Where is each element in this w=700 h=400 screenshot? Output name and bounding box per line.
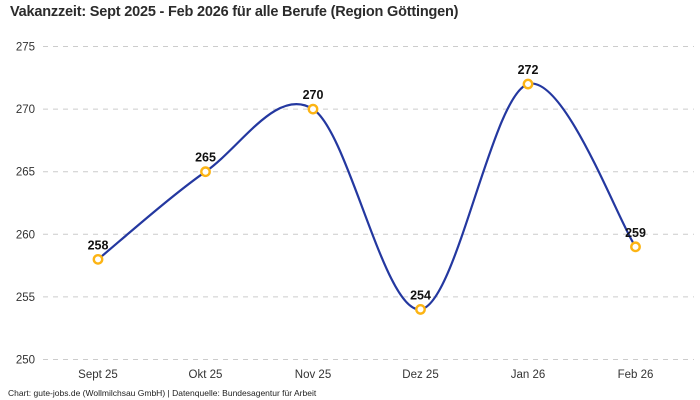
x-tick-label-5: Jan 26 — [511, 369, 546, 381]
data-point-label-3: 270 — [303, 88, 324, 102]
x-tick-label-4: Dez 25 — [402, 369, 438, 381]
data-point-label-2: 265 — [195, 151, 216, 165]
y-tick-label-275: 275 — [16, 42, 35, 54]
y-tick-label-255: 255 — [16, 292, 35, 304]
data-point-label-4: 254 — [410, 288, 431, 302]
data-point-marker-3 — [307, 103, 319, 115]
data-point-marker-4 — [415, 304, 426, 315]
y-tick-label-270: 270 — [16, 104, 35, 116]
data-point-label-1: 258 — [88, 238, 109, 252]
x-tick-label-6: Feb 26 — [618, 369, 654, 381]
x-tick-label-3: Nov 25 — [295, 369, 331, 381]
data-point-marker-5 — [522, 78, 534, 90]
y-tick-label-260: 260 — [16, 229, 35, 241]
attribution-text: Chart: gute-jobs.de (Wollmilchsau GmbH) … — [8, 388, 317, 398]
series-line — [96, 82, 637, 311]
x-tick-label-1: Sept 25 — [78, 369, 118, 381]
chart-title: Vakanzzeit: Sept 2025 - Feb 2026 für all… — [10, 4, 459, 20]
data-point-label-6: 259 — [625, 226, 646, 240]
y-tick-label-265: 265 — [16, 167, 35, 179]
data-point-marker-1 — [92, 253, 104, 265]
y-tick-label-250: 250 — [16, 355, 35, 367]
data-point-label-5: 272 — [518, 63, 539, 77]
data-point-marker-6 — [630, 241, 641, 253]
x-tick-label-2: Okt 25 — [189, 369, 223, 381]
data-point-marker-2 — [200, 166, 211, 178]
